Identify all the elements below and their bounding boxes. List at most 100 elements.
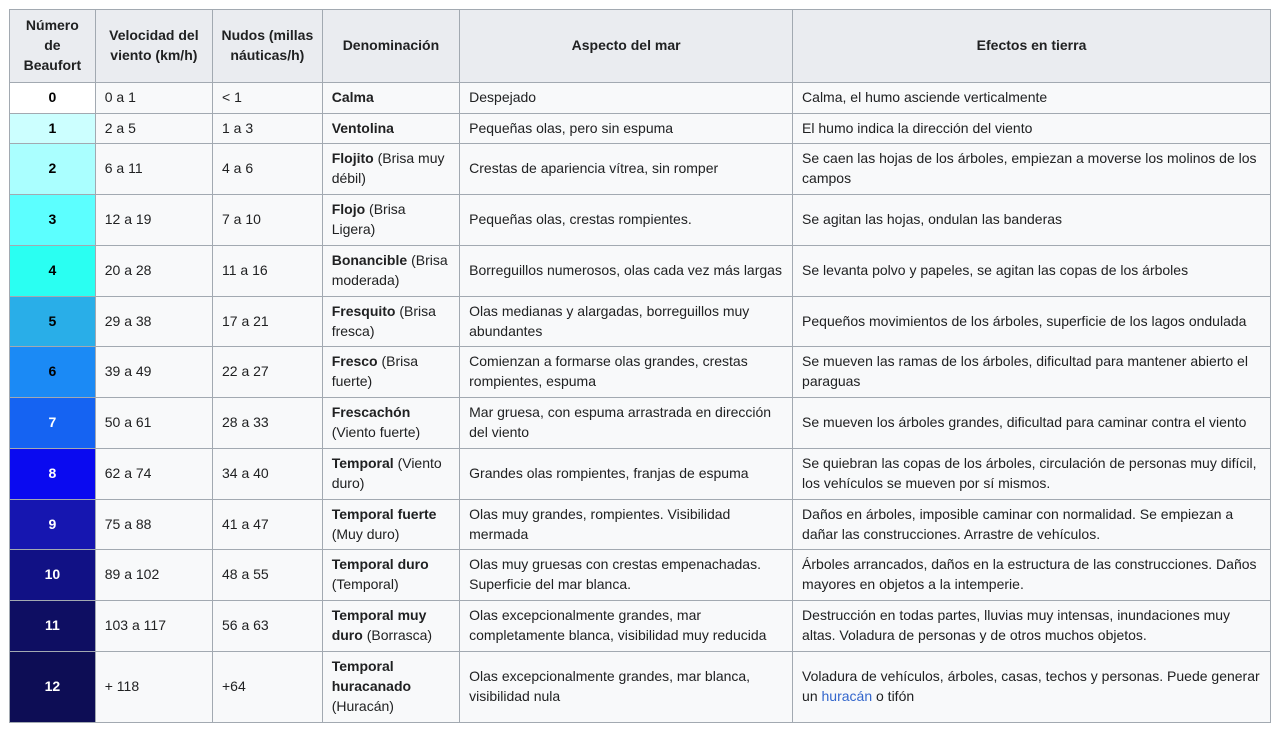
huracan-link[interactable]: huracán bbox=[821, 687, 873, 704]
beaufort-number-cell: 8 bbox=[9, 447, 96, 500]
land-effects-text: o tifón bbox=[872, 687, 915, 704]
sea-aspect-cell: Mar gruesa, con espuma arrastrada en dir… bbox=[459, 397, 794, 449]
table-row: 11 103 a 117 56 a 63 Temporal muy duro (Bor… bbox=[9, 600, 1271, 652]
table-row: 6 39 a 49 22 a 27 Fresco (Brisa fuerte) Comi… bbox=[9, 346, 1271, 399]
sea-aspect-cell: Pequeñas olas, pero sin espuma bbox=[459, 112, 794, 145]
sea-aspect-cell: Olas muy grandes, rompientes. Visibilida… bbox=[459, 498, 794, 551]
denomination-qualifier: (Borrasca) bbox=[366, 627, 433, 643]
denomination-name: Temporal huracanado bbox=[331, 657, 412, 694]
denomination-name: Calma bbox=[331, 88, 374, 105]
land-effects-text: Se levanta polvo y papeles, se agitan la… bbox=[802, 261, 1189, 278]
land-effects-text: Voladura de vehículos, árboles, casas, t… bbox=[802, 667, 1260, 704]
denomination-cell: Fresquito (Brisa fresca) bbox=[321, 295, 461, 348]
knots-cell: 41 a 47 bbox=[212, 498, 323, 551]
table-row: 12 + 118 +64 Temporal huracanado (Huracán) O… bbox=[9, 650, 1271, 723]
table-row: 10 89 a 102 48 a 55 Temporal duro (Temporal… bbox=[9, 549, 1271, 602]
knots-cell: 22 a 27 bbox=[212, 346, 323, 399]
knots-cell: 48 a 55 bbox=[212, 549, 323, 602]
denomination-qualifier: (Brisa moderada) bbox=[331, 251, 448, 288]
denomination-qualifier: (Temporal) bbox=[331, 576, 399, 593]
beaufort-number-cell: 10 bbox=[9, 549, 96, 602]
denomination-cell: Flojo (Brisa Ligera) bbox=[321, 194, 461, 246]
sea-aspect-cell: Olas medianas y alargadas, borreguillos … bbox=[459, 295, 794, 348]
knots-cell: 17 a 21 bbox=[212, 295, 323, 348]
land-effects-cell: Se caen las hojas de los árboles, empiez… bbox=[792, 143, 1271, 196]
land-effects-cell: Árboles arrancados, daños en la estructu… bbox=[792, 549, 1271, 602]
sea-aspect-cell: Crestas de apariencia vítrea, sin romper bbox=[459, 143, 794, 196]
land-effects-text: Se quiebran las copas de los árboles, ci… bbox=[802, 454, 1257, 491]
knots-cell: 4 a 6 bbox=[212, 143, 323, 196]
denomination-cell: Temporal duro (Temporal) bbox=[321, 549, 461, 602]
denomination-cell: Temporal fuerte (Muy duro) bbox=[321, 498, 461, 551]
knots-cell: 7 a 10 bbox=[212, 194, 323, 246]
wind-speed-cell: 0 a 1 bbox=[94, 81, 214, 114]
table-row: 4 20 a 28 11 a 16 Bonancible (Brisa moderad… bbox=[9, 244, 1271, 297]
denomination-name: Fresquito bbox=[331, 302, 396, 319]
denomination-cell: Ventolina bbox=[321, 112, 461, 145]
denomination-qualifier: (Huracán) bbox=[331, 697, 394, 714]
header-knots: Nudos (millas náuticas/h) bbox=[212, 9, 323, 83]
denomination-name: Fresco bbox=[331, 353, 378, 370]
denomination-cell: Bonancible (Brisa moderada) bbox=[321, 244, 461, 297]
knots-cell: 34 a 40 bbox=[212, 447, 323, 500]
wind-speed-cell: 75 a 88 bbox=[94, 498, 214, 551]
beaufort-number-cell: 5 bbox=[9, 295, 96, 348]
land-effects-cell: Se mueven las ramas de los árboles, difi… bbox=[792, 346, 1271, 399]
knots-cell: 11 a 16 bbox=[212, 244, 323, 297]
wind-speed-cell: 89 a 102 bbox=[94, 549, 214, 602]
denomination-cell: Fresco (Brisa fuerte) bbox=[321, 346, 461, 399]
header-row: Número de Beaufort Velocidad del viento … bbox=[9, 9, 1271, 83]
denomination-cell: Frescachón (Viento fuerte) bbox=[321, 397, 461, 449]
table-row: 5 29 a 38 17 a 21 Fresquito (Brisa fresca) O… bbox=[9, 295, 1271, 348]
sea-aspect-cell: Despejado bbox=[459, 81, 794, 114]
beaufort-number-cell: 0 bbox=[9, 81, 96, 114]
land-effects-text: Destrucción en todas partes, lluvias muy… bbox=[802, 607, 1231, 643]
wind-speed-cell: 20 a 28 bbox=[94, 244, 214, 297]
beaufort-number-cell: 3 bbox=[9, 194, 96, 246]
table-row: 7 50 a 61 28 a 33 Frescachón (Viento fuerte… bbox=[9, 397, 1271, 449]
denomination-cell: Calma bbox=[321, 81, 461, 114]
header-beaufort-number: Número de Beaufort bbox=[9, 9, 96, 83]
denomination-qualifier: (Brisa fuerte) bbox=[331, 353, 419, 390]
denomination-qualifier: (Muy duro) bbox=[331, 525, 400, 542]
table-header: Número de Beaufort Velocidad del viento … bbox=[9, 9, 1271, 83]
beaufort-number-cell: 9 bbox=[9, 498, 96, 551]
land-effects-cell: Voladura de vehículos, árboles, casas, t… bbox=[792, 650, 1271, 723]
knots-cell: 1 a 3 bbox=[212, 112, 323, 145]
header-land-effects: Efectos en tierra bbox=[792, 9, 1271, 83]
table-row: 9 75 a 88 41 a 47 Temporal fuerte (Muy duro… bbox=[9, 498, 1271, 551]
wind-speed-cell: 103 a 117 bbox=[94, 600, 214, 652]
beaufort-number-cell: 12 bbox=[9, 650, 96, 723]
denomination-cell: Temporal huracanado (Huracán) bbox=[321, 650, 461, 723]
land-effects-cell: Se quiebran las copas de los árboles, ci… bbox=[792, 447, 1271, 500]
wind-speed-cell: 50 a 61 bbox=[94, 397, 214, 449]
knots-cell: +64 bbox=[212, 650, 323, 723]
knots-cell: 28 a 33 bbox=[212, 397, 323, 449]
denomination-cell: Temporal (Viento duro) bbox=[321, 447, 461, 500]
land-effects-text: Daños en árboles, imposible caminar con … bbox=[802, 505, 1234, 542]
knots-cell: < 1 bbox=[212, 81, 323, 114]
denomination-name: Ventolina bbox=[331, 119, 394, 136]
sea-aspect-cell: Pequeñas olas, crestas rompientes. bbox=[459, 194, 794, 246]
land-effects-text: Se mueven los árboles grandes, dificulta… bbox=[802, 414, 1247, 431]
wind-speed-cell: 2 a 5 bbox=[94, 112, 214, 145]
header-sea-aspect: Aspecto del mar bbox=[459, 9, 794, 83]
denomination-cell: Temporal muy duro (Borrasca) bbox=[321, 600, 461, 652]
sea-aspect-cell: Olas excepcionalmente grandes, mar blanc… bbox=[459, 650, 794, 723]
land-effects-text: Calma, el humo asciende verticalmente bbox=[802, 88, 1048, 105]
denomination-name: Temporal duro bbox=[331, 556, 429, 573]
beaufort-number-cell: 11 bbox=[9, 600, 96, 652]
knots-cell: 56 a 63 bbox=[212, 600, 323, 652]
beaufort-number-cell: 6 bbox=[9, 346, 96, 399]
denomination-name: Flojito bbox=[331, 150, 374, 167]
denomination-name: Flojo bbox=[331, 201, 366, 218]
land-effects-cell: Se mueven los árboles grandes, dificulta… bbox=[792, 397, 1271, 449]
denomination-qualifier: (Brisa muy débil) bbox=[331, 150, 445, 187]
land-effects-text: Se mueven las ramas de los árboles, difi… bbox=[802, 353, 1248, 390]
table-row: 3 12 a 19 7 a 10 Flojo (Brisa Ligera) Pequeñ… bbox=[9, 194, 1271, 246]
denomination-name: Frescachón bbox=[331, 404, 411, 421]
land-effects-cell: El humo indica la dirección del viento bbox=[792, 112, 1271, 145]
